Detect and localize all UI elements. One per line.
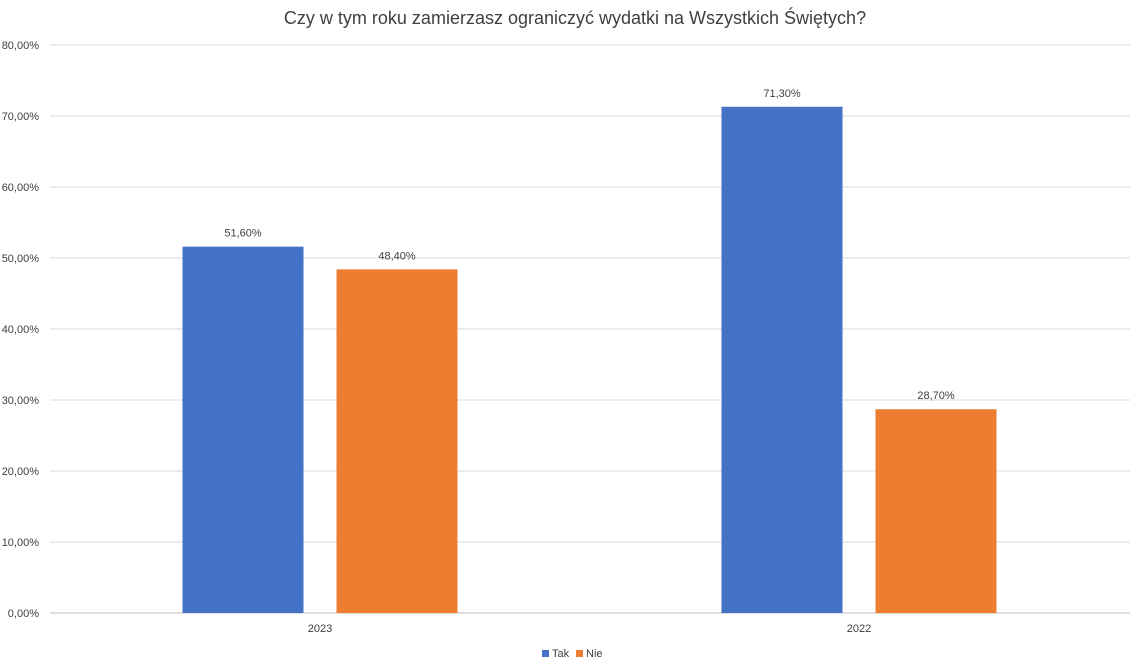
data-labels: 51,60% 71,30% 48,40% 28,70% [224, 88, 955, 402]
chart-title: Czy w tym roku zamierzasz ograniczyć wyd… [284, 7, 866, 28]
y-tick-label: 60,00% [2, 182, 40, 194]
x-axis-ticks: 2023 2022 [308, 623, 871, 635]
data-label: 48,40% [378, 250, 416, 262]
y-tick-label: 30,00% [2, 395, 40, 407]
y-tick-label: 50,00% [2, 253, 40, 265]
y-axis-ticks: 0,00% 10,00% 20,00% 30,00% 40,00% 50,00% 60,00… [2, 40, 40, 620]
bars [182, 106, 997, 614]
bar-nie-2022 [875, 409, 997, 613]
legend-label-nie: Nie [586, 648, 603, 660]
data-label: 51,60% [224, 228, 262, 240]
legend: Tak Nie [542, 648, 603, 660]
bar-tak-2022 [721, 106, 843, 614]
bar-tak-2023 [182, 246, 304, 613]
y-tick-label: 0,00% [8, 608, 39, 620]
data-label: 28,70% [917, 390, 955, 402]
legend-swatch-nie [576, 650, 583, 657]
y-tick-label: 40,00% [2, 324, 40, 336]
bar-nie-2023 [336, 269, 458, 613]
y-tick-label: 70,00% [2, 111, 40, 123]
data-label: 71,30% [763, 88, 801, 100]
x-tick-label: 2023 [308, 623, 332, 635]
y-tick-label: 20,00% [2, 466, 40, 478]
y-tick-label: 10,00% [2, 537, 40, 549]
legend-swatch-tak [542, 650, 549, 657]
y-tick-label: 80,00% [2, 40, 40, 52]
x-tick-label: 2022 [847, 623, 871, 635]
legend-label-tak: Tak [552, 648, 570, 660]
